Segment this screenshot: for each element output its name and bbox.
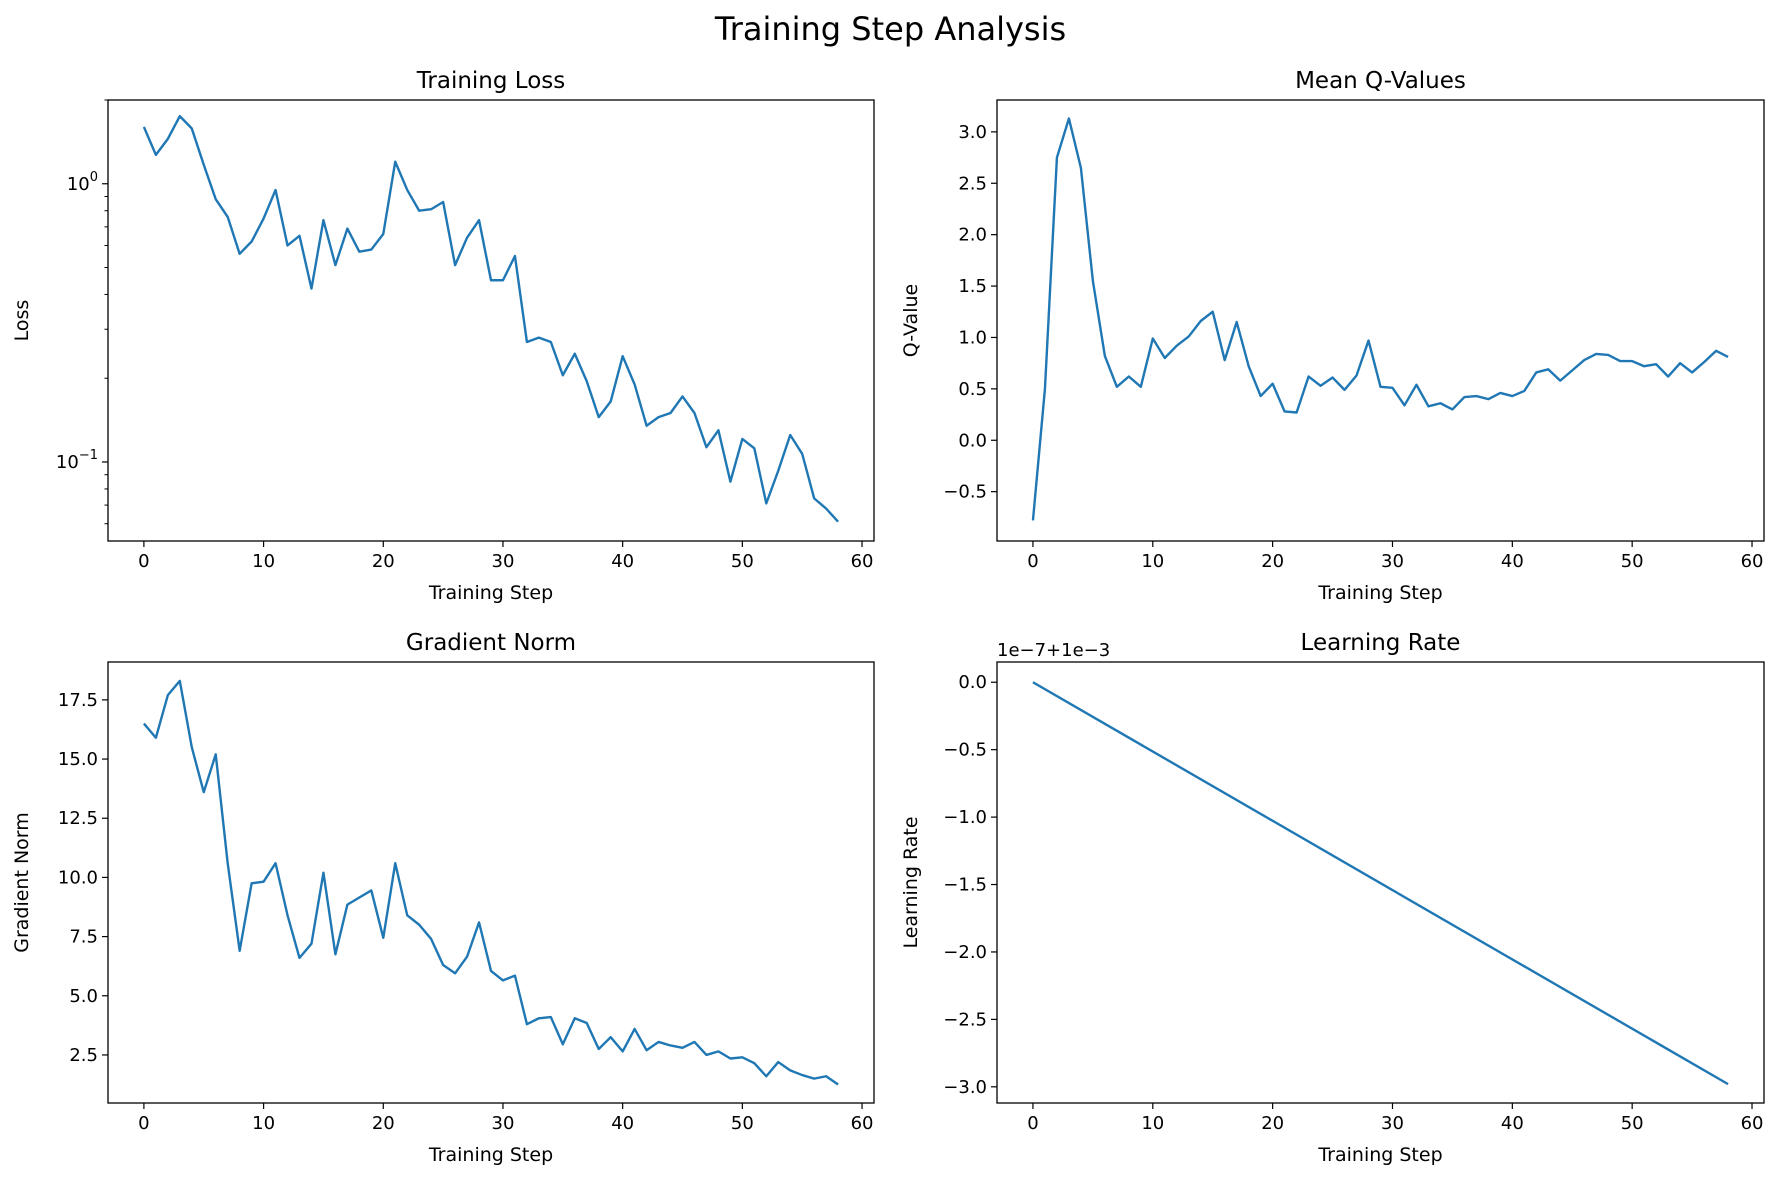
mean-q-values-ytick-label: 1.5: [958, 276, 987, 297]
gradient-norm-series-line: [142, 679, 839, 1086]
panel-learning-rate: Learning Rate 0 10 20 30 40 50 60 −3.0 −2.5 −2.0 −1…: [900, 630, 1765, 1166]
training-loss-xtick-label: 50: [731, 551, 754, 572]
training-loss-series-line: [142, 114, 839, 523]
mean-q-values-xtick-label: 20: [1261, 551, 1284, 572]
mean-q-values-ytick-label: 2.0: [958, 225, 987, 246]
learning-rate-ytick-label: 0.0: [958, 672, 987, 693]
training-loss-ylabel: Loss: [11, 300, 33, 342]
training-loss-ytick-label: 10−1: [56, 448, 98, 473]
gradient-norm-xtick-label: 0: [138, 1113, 149, 1134]
panel-gradient-norm: Gradient Norm 0 10 20 30 40 50 60 2.5 5.0 7.5 10.0 1…: [11, 630, 875, 1166]
learning-rate-xtick-label: 20: [1261, 1113, 1284, 1134]
training-loss-xtick-label: 40: [611, 551, 634, 572]
mean-q-values-series-line: [1031, 117, 1729, 521]
training-loss-xtick-label: 0: [138, 551, 149, 572]
gradient-norm-xtick-label: 50: [731, 1113, 754, 1134]
gradient-norm-ytick-label: 7.5: [69, 927, 98, 948]
training-loss-xlabel: Training Step: [428, 582, 553, 604]
mean-q-values-xlabel: Training Step: [1317, 582, 1442, 604]
training-loss-xtick-label: 60: [851, 551, 874, 572]
gradient-norm-ytick-label: 10.0: [58, 867, 98, 888]
learning-rate-ytick-label: −3.0: [943, 1077, 987, 1098]
learning-rate-ytick-label: −1.0: [943, 807, 987, 828]
mean-q-values-ylabel: Q-Value: [900, 284, 922, 357]
mean-q-values-ytick-label: −0.5: [943, 482, 987, 503]
learning-rate-xtick-label: 30: [1381, 1113, 1404, 1134]
learning-rate-series-line: [1032, 681, 1729, 1086]
learning-rate-ytick-label: −2.5: [943, 1009, 987, 1030]
mean-q-values-ytick-label: 2.5: [958, 173, 987, 194]
gradient-norm-xtick-label: 20: [372, 1113, 395, 1134]
figure-title: Training Step Analysis: [714, 10, 1067, 48]
mean-q-values-xtick-label: 30: [1381, 551, 1404, 572]
learning-rate-ytick-label: −0.5: [943, 740, 987, 761]
mean-q-values-xtick-label: 10: [1141, 551, 1164, 572]
mean-q-values-xtick-label: 60: [1741, 551, 1764, 572]
learning-rate-axes-frame: [996, 661, 1765, 1104]
panel-training-loss: Training Loss 0 10 20 30 40 50 60 100 10−1 Trainin…: [11, 68, 875, 604]
gradient-norm-ytick-label: 5.0: [69, 986, 98, 1007]
mean-q-values-title: Mean Q-Values: [1295, 68, 1466, 94]
gradient-norm-ytick-label: 17.5: [58, 690, 98, 711]
mean-q-values-ytick-label: 3.0: [958, 122, 987, 143]
learning-rate-ytick-label: −2.0: [943, 942, 987, 963]
gradient-norm-ytick-label: 12.5: [58, 808, 98, 829]
gradient-norm-xtick-label: 30: [492, 1113, 515, 1134]
mean-q-values-xtick-label: 40: [1501, 551, 1524, 572]
mean-q-values-xtick-label: 0: [1027, 551, 1038, 572]
gradient-norm-axes-frame: [107, 661, 875, 1104]
gradient-norm-xtick-label: 60: [851, 1113, 874, 1134]
training-loss-ytick-label: 100: [67, 170, 98, 195]
training-loss-xtick-label: 20: [372, 551, 395, 572]
learning-rate-xlabel: Training Step: [1317, 1144, 1442, 1166]
gradient-norm-xtick-label: 40: [611, 1113, 634, 1134]
learning-rate-offset-text: 1e−7+1e−3: [997, 640, 1110, 661]
gradient-norm-ytick-label: 15.0: [58, 749, 98, 770]
learning-rate-ylabel: Learning Rate: [900, 816, 922, 948]
learning-rate-xtick-label: 60: [1741, 1113, 1764, 1134]
mean-q-values-ytick-label: 0.0: [958, 430, 987, 451]
panel-mean-q-values: Mean Q-Values 0 10 20 30 40 50 60 −0.5 0.0 0.5 1.0 1…: [900, 68, 1765, 604]
mean-q-values-axes-frame: [996, 99, 1765, 542]
gradient-norm-ylabel: Gradient Norm: [11, 812, 33, 953]
mean-q-values-ytick-label: 1.0: [958, 327, 987, 348]
gradient-norm-ytick-label: 2.5: [69, 1045, 98, 1066]
learning-rate-title: Learning Rate: [1301, 630, 1461, 656]
mean-q-values-xtick-label: 50: [1621, 551, 1644, 572]
learning-rate-xtick-label: 10: [1141, 1113, 1164, 1134]
training-loss-xtick-label: 10: [252, 551, 275, 572]
training-loss-title: Training Loss: [416, 68, 566, 94]
gradient-norm-xlabel: Training Step: [428, 1144, 553, 1166]
gradient-norm-title: Gradient Norm: [406, 630, 576, 656]
gradient-norm-xtick-label: 10: [252, 1113, 275, 1134]
learning-rate-xtick-label: 0: [1027, 1113, 1038, 1134]
training-loss-axes-frame: [107, 99, 875, 542]
learning-rate-xtick-label: 50: [1621, 1113, 1644, 1134]
learning-rate-ytick-label: −1.5: [943, 875, 987, 896]
training-loss-xtick-label: 30: [492, 551, 515, 572]
learning-rate-xtick-label: 40: [1501, 1113, 1524, 1134]
mean-q-values-ytick-label: 0.5: [958, 379, 987, 400]
